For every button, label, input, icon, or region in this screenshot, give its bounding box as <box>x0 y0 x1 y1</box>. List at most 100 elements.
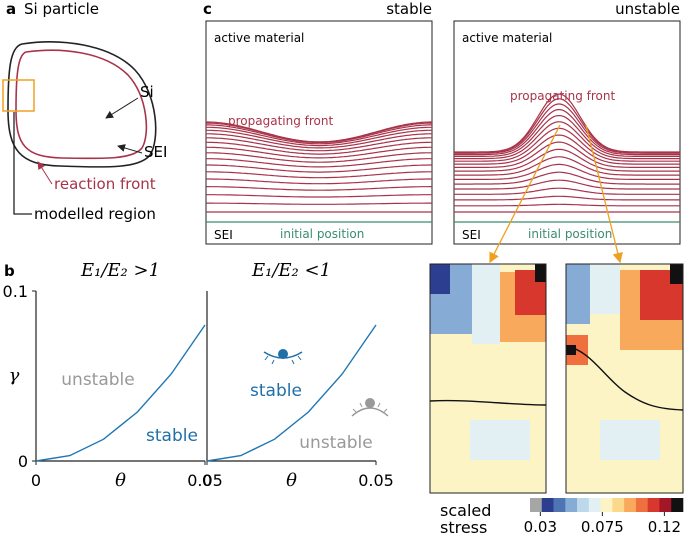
colorbar-cell <box>565 498 578 512</box>
colorbar-cell <box>624 498 637 512</box>
map-patch <box>470 420 530 460</box>
interface-line <box>565 345 684 411</box>
map-patch <box>566 345 576 355</box>
map-patch <box>430 264 450 294</box>
front-line <box>206 141 432 155</box>
front-line <box>206 186 432 191</box>
map-patch <box>472 264 500 344</box>
arrow <box>585 124 623 264</box>
colorbar-tick-label: 0.075 <box>581 518 624 536</box>
front-line <box>454 121 680 160</box>
particle-outline <box>7 41 157 168</box>
interface-line <box>429 399 547 406</box>
map-patch <box>590 264 620 314</box>
chart-title: E₁/E₂ <1 <box>251 260 331 281</box>
colorbar-label: stress <box>440 518 487 536</box>
curve <box>35 324 206 462</box>
colorbar-cell <box>577 498 590 512</box>
front-line <box>454 134 680 165</box>
label: SEI <box>462 228 481 242</box>
front-line <box>454 141 680 168</box>
colorbar-cell <box>588 498 601 512</box>
front-line <box>454 203 680 207</box>
front-line <box>206 133 432 149</box>
front-line <box>454 195 680 201</box>
label: active material <box>214 31 304 45</box>
front-line <box>454 148 680 172</box>
front-line <box>206 129 432 147</box>
front-line <box>454 156 680 176</box>
front-line <box>206 126 432 145</box>
front-line <box>454 179 680 190</box>
panel-letter: a <box>6 0 16 18</box>
front-line <box>206 152 432 163</box>
map-patch <box>600 420 660 460</box>
label: initial position <box>280 227 364 241</box>
sim-box <box>205 20 433 245</box>
front-line <box>454 127 680 162</box>
x-tick-label: 0.05 <box>358 471 394 490</box>
front-line <box>206 121 432 143</box>
label: initial position <box>528 227 612 241</box>
front-line <box>454 109 680 156</box>
colorbar-cell <box>553 498 566 512</box>
colorbar-cell <box>612 498 625 512</box>
unstable-icon <box>351 398 389 417</box>
x-tick-label: 0 <box>31 471 41 490</box>
arrow <box>105 97 139 119</box>
arrow <box>117 144 143 154</box>
annotation: stable <box>250 381 302 401</box>
panel-title: stable <box>386 0 432 18</box>
x-tick-label: 0 <box>202 471 212 490</box>
label: Si <box>140 83 154 101</box>
front-line <box>206 164 432 173</box>
arrow <box>37 161 53 185</box>
sim-box <box>453 20 681 245</box>
colorbar-tick-label: 0.12 <box>648 518 681 536</box>
label: SEI <box>144 143 167 161</box>
front-line <box>206 202 432 205</box>
label: propagating front <box>510 89 615 103</box>
x-tick-label: 0.05 <box>187 471 223 490</box>
colorbar-cell <box>600 498 613 512</box>
colorbar-tick-label: 0.03 <box>524 518 557 536</box>
label: SEI <box>214 228 233 242</box>
front-line <box>206 137 432 152</box>
front-line <box>454 163 680 180</box>
colorbar-cell <box>635 498 648 512</box>
front-line <box>454 115 680 157</box>
front-line <box>206 146 432 159</box>
y-axis-label: γ <box>9 365 20 386</box>
y-tick-label: 0 <box>18 452 28 471</box>
colorbar-cell <box>659 498 672 512</box>
curve <box>206 324 377 462</box>
stress-map <box>565 263 684 494</box>
label: propagating front <box>228 114 333 128</box>
annotation: stable <box>146 426 198 446</box>
map-frame <box>565 263 684 494</box>
front-line <box>206 158 432 168</box>
front-line <box>206 194 432 198</box>
label: modelled region <box>34 205 156 223</box>
colorbar-cell <box>671 498 684 512</box>
panel-letter: b <box>4 262 15 280</box>
stable-icon <box>263 349 303 365</box>
chart-title: E₁/E₂ >1 <box>80 260 160 281</box>
annotation: unstable <box>299 433 372 453</box>
front-line <box>454 187 680 195</box>
colorbar-cell <box>530 498 543 512</box>
panel-title: unstable <box>615 0 680 18</box>
map-patch <box>566 264 590 324</box>
stress-map <box>429 263 547 494</box>
front-line <box>454 103 680 154</box>
x-axis-label: θ <box>115 470 126 491</box>
x-axis-label: θ <box>286 470 297 491</box>
colorbar-cell <box>647 498 660 512</box>
front-line <box>206 171 432 179</box>
reaction-front-outline <box>15 49 148 160</box>
region-box <box>2 79 35 112</box>
y-tick-label: 0.1 <box>3 282 28 301</box>
label: reaction front <box>54 175 156 193</box>
arrow <box>489 124 561 264</box>
